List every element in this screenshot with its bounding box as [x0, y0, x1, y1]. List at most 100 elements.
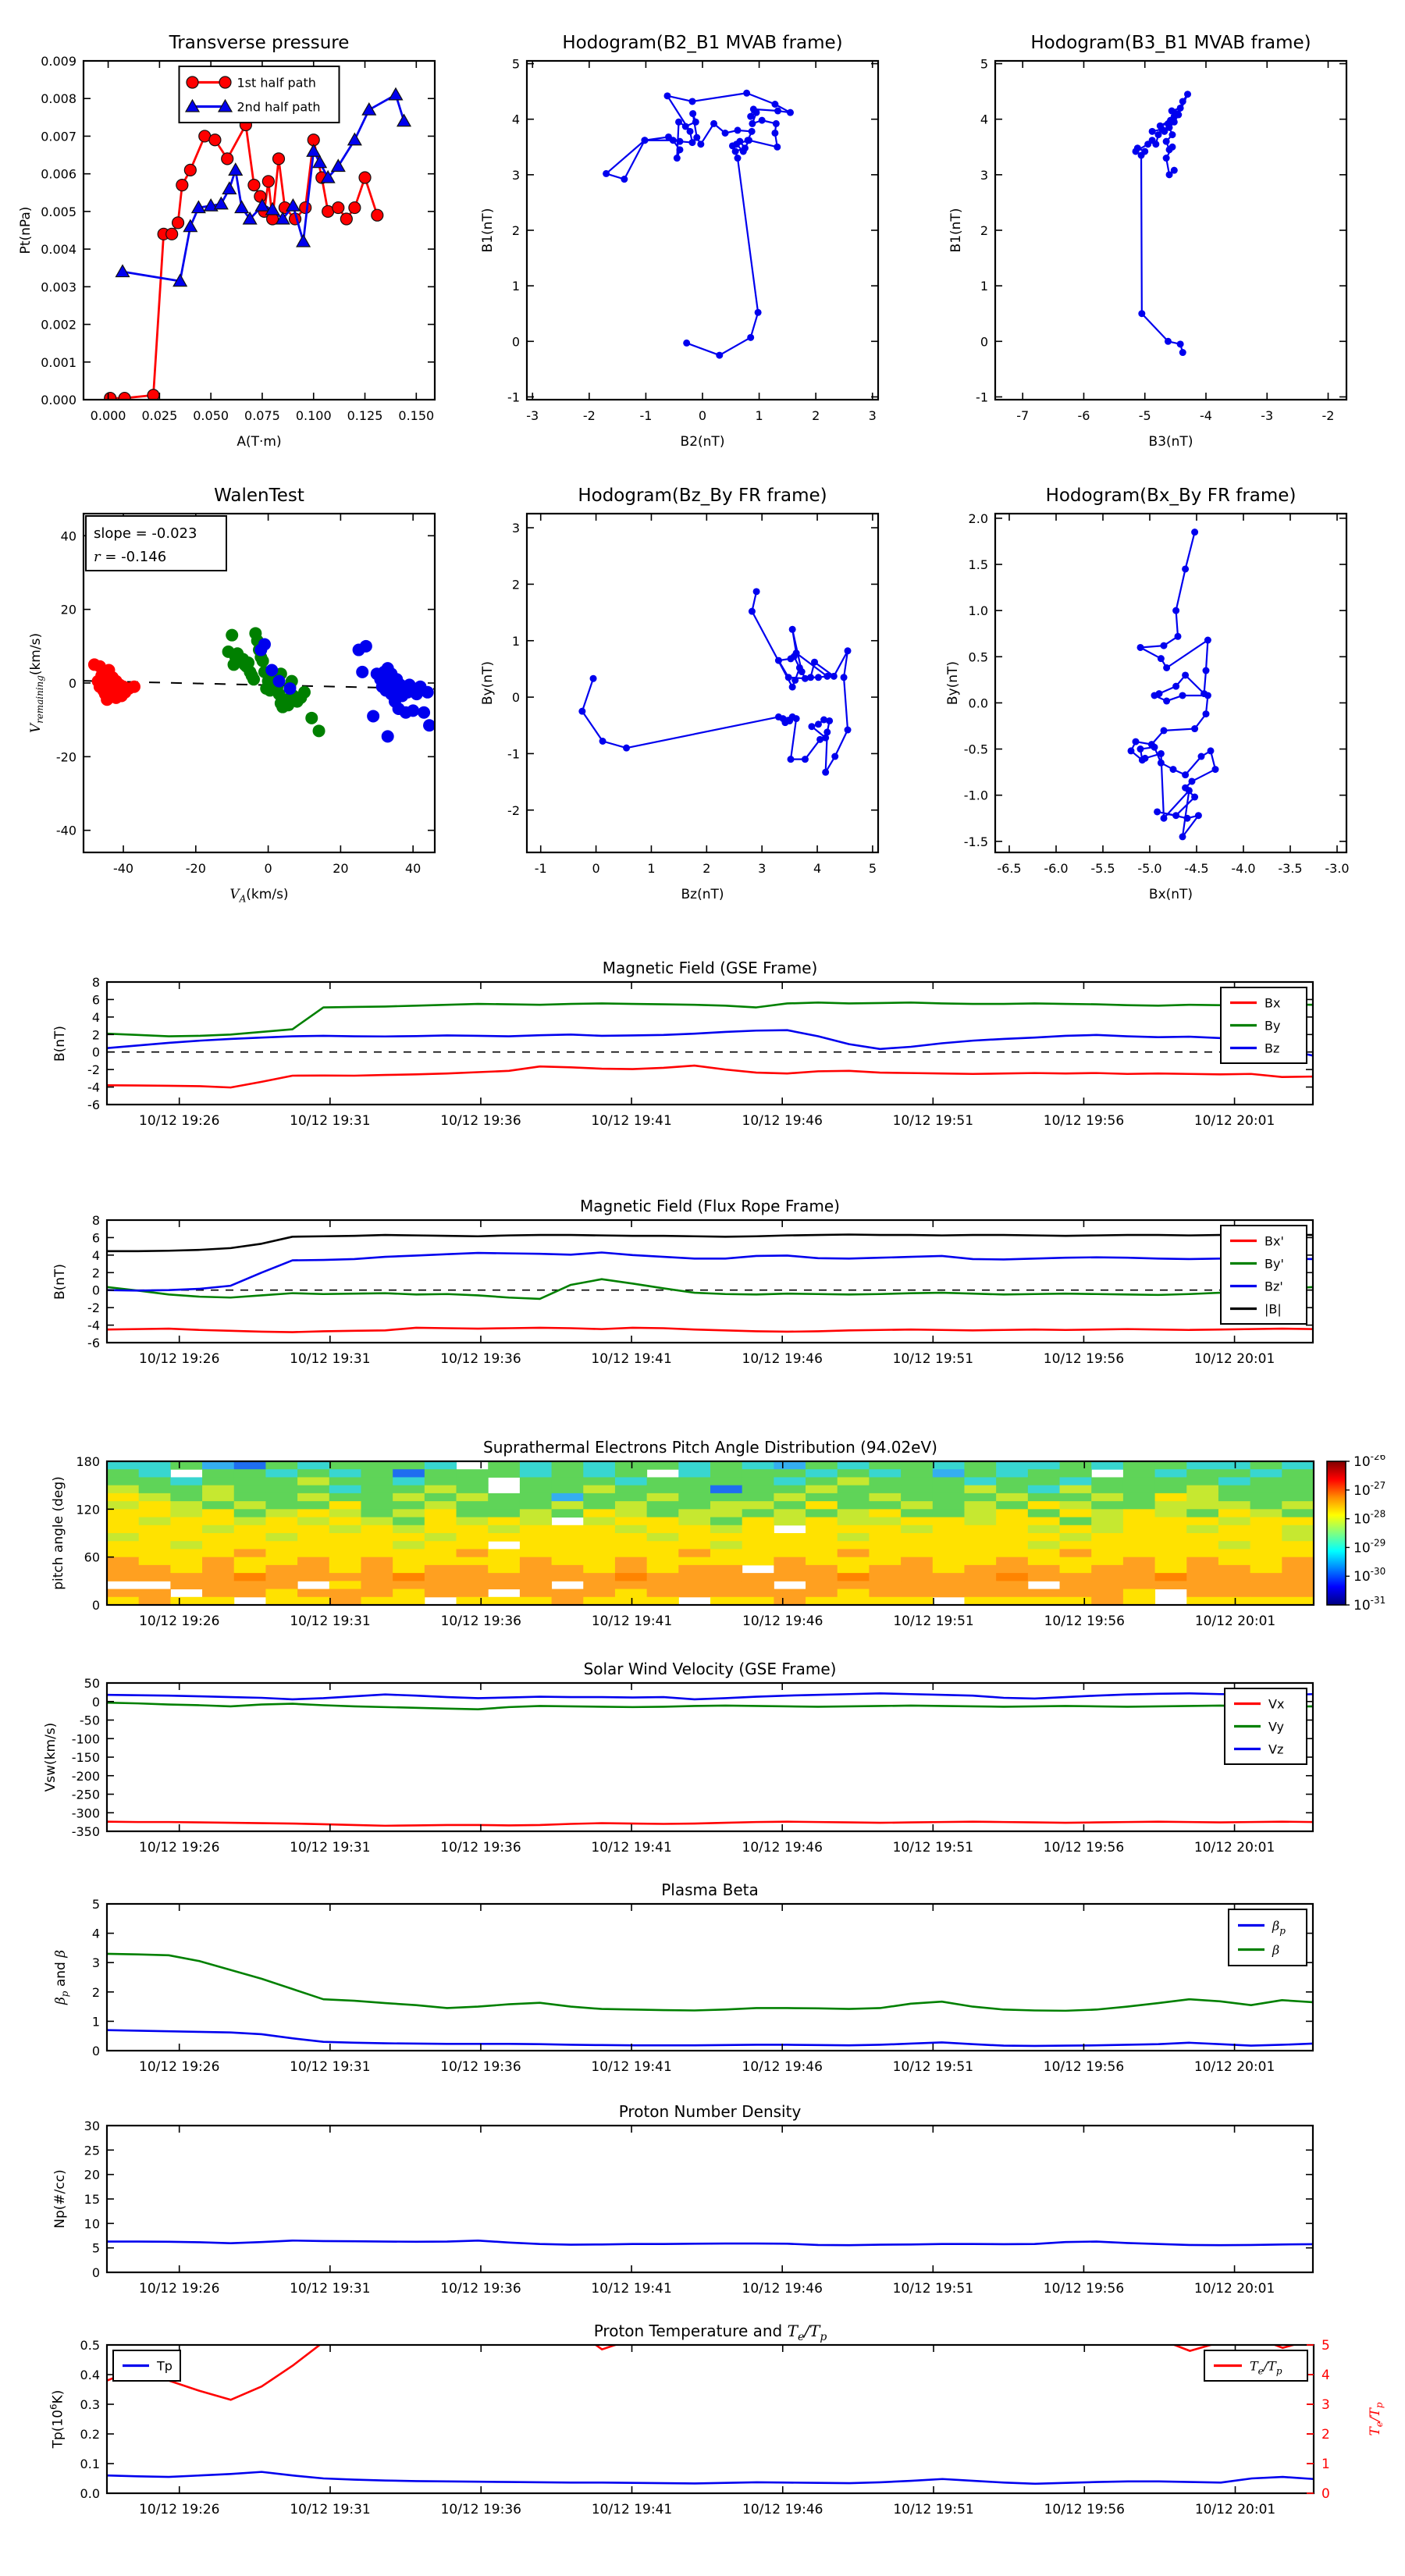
svg-text:-1: -1 [535, 861, 547, 876]
panel-title: Transverse pressure [169, 33, 350, 53]
series-Vx [107, 1820, 1313, 1827]
svg-text:0: 0 [980, 334, 988, 349]
series-beta [107, 1952, 1313, 2012]
plot-area: -7 -6 -5 -4 -3 -2 -1 0 1 2 3 4 5 [939, 26, 1359, 461]
svg-text:20: 20 [61, 603, 76, 617]
svg-text:1: 1 [647, 861, 655, 876]
svg-text:2: 2 [92, 1265, 100, 1280]
svg-text:10/12 19:56: 10/12 19:56 [1044, 1614, 1125, 1629]
plot-area: -1 0 1 2 3 4 5 -2 -1 0 1 2 3 [471, 479, 891, 913]
axes-ticks: -1 0 1 2 3 4 5 -2 -1 0 1 2 3 [507, 514, 878, 876]
svg-text:0: 0 [265, 861, 272, 876]
legend: βp β [1228, 1909, 1307, 1966]
x-axis-label: Bz(nT) [681, 887, 724, 902]
svg-text:10/12 19:56: 10/12 19:56 [1044, 1113, 1124, 1129]
svg-text:-1: -1 [507, 390, 520, 404]
svg-text:5: 5 [1321, 2338, 1330, 2354]
legend: Tp [112, 2350, 181, 2382]
series-By [107, 1002, 1313, 1037]
panel-title: Magnetic Field (Flux Rope Frame) [580, 1197, 840, 1215]
panel-pitch-angle-distribution: Suprathermal Electrons Pitch Angle Distr… [32, 1435, 1321, 1646]
svg-text:10/12 19:31: 10/12 19:31 [290, 1614, 370, 1629]
chart-svg: -1 0 1 2 3 4 5 -2 -1 0 1 2 3 [507, 512, 880, 876]
svg-text:4: 4 [512, 112, 520, 127]
svg-text:10/12 19:26: 10/12 19:26 [139, 2502, 219, 2517]
series-Bx' [107, 1326, 1313, 1333]
svg-text:10/12 19:36: 10/12 19:36 [441, 1614, 521, 1629]
svg-text:10/12 19:51: 10/12 19:51 [893, 2502, 973, 2517]
svg-text:-5: -5 [1139, 408, 1151, 423]
svg-text:10: 10 [84, 2216, 100, 2231]
svg-text:10/12 19:26: 10/12 19:26 [139, 1614, 219, 1629]
legend: Bx By Bz [1220, 987, 1307, 1064]
svg-text:10/12 19:51: 10/12 19:51 [893, 1113, 973, 1129]
panel-magnetic-field-fluxrope: Magnetic Field (Flux Rope Frame) B(nT) 1… [32, 1194, 1400, 1383]
panel-title: Proton Temperature and Te/Tp [593, 2322, 827, 2343]
svg-text:10/12 19:46: 10/12 19:46 [742, 2502, 823, 2517]
svg-text:2nd half path: 2nd half path [237, 100, 321, 115]
axes-ticks: 10/12 19:26 10/12 19:31 10/12 19:36 10/12 1… [72, 1676, 1313, 1856]
svg-text:-4: -4 [1200, 408, 1212, 423]
svg-text:10/12 19:51: 10/12 19:51 [893, 1351, 973, 1367]
series-1st half path [104, 118, 384, 400]
svg-text:3: 3 [92, 1955, 100, 1970]
svg-text:-4.5: -4.5 [1184, 861, 1208, 876]
svg-text:-6.0: -6.0 [1044, 861, 1068, 876]
svg-text:βp: βp [1272, 1919, 1286, 1937]
svg-text:3: 3 [758, 861, 766, 876]
svg-text:10/12 19:51: 10/12 19:51 [893, 2281, 973, 2297]
series-outbound [254, 638, 435, 743]
svg-text:10/12 19:26: 10/12 19:26 [139, 1840, 219, 1856]
svg-text:-2: -2 [583, 408, 596, 423]
svg-text:10/12 19:46: 10/12 19:46 [742, 1351, 823, 1367]
svg-text:10/12 19:31: 10/12 19:31 [290, 2281, 370, 2297]
svg-text:10/12 20:01: 10/12 20:01 [1194, 2059, 1275, 2075]
svg-text:0.000: 0.000 [91, 408, 126, 423]
svg-text:0: 0 [699, 408, 706, 423]
axes-ticks: 10/12 19:26 10/12 19:31 10/12 19:36 10/12 1… [87, 975, 1313, 1129]
panel-title: Hodogram(Bx_By FR frame) [1045, 486, 1297, 506]
axes-ticks: 10/12 19:26 10/12 19:31 10/12 19:36 10/12 1… [76, 1454, 1275, 1629]
svg-text:0.009: 0.009 [41, 54, 76, 69]
svg-text:0.025: 0.025 [141, 408, 177, 423]
series-Te/Tp [107, 2345, 1297, 2401]
chart-svg: -40 -20 0 20 40 -40 -20 0 20 40 slope = -0.023 r = … [56, 512, 436, 876]
svg-text:4: 4 [980, 112, 988, 127]
panel-proton-temperature: Proton Temperature and Te/Tp Tp(106K) Te… [32, 2318, 1404, 2537]
svg-text:20: 20 [333, 861, 348, 876]
svg-text:3: 3 [980, 168, 988, 183]
svg-text:-3: -3 [526, 408, 539, 423]
svg-text:-300: -300 [72, 1806, 100, 1820]
svg-text:-4: -4 [87, 1318, 100, 1333]
plot-area: 10/12 19:26 10/12 19:31 10/12 19:36 10/12 1… [32, 2318, 1404, 2537]
legend: Vx Vy Vz [1224, 1688, 1307, 1765]
svg-text:-2: -2 [1322, 408, 1335, 423]
svg-text:Vz: Vz [1268, 1742, 1283, 1757]
chart-svg: 10/12 19:26 10/12 19:31 10/12 19:36 10/12 1… [80, 2338, 1330, 2517]
axes-ticks: -6.5 -6.0 -5.5 -5.0 -4.5 -4.0 -3.5 -3.0 -1.5 -1.0… [964, 511, 1350, 876]
svg-text:0.050: 0.050 [193, 408, 229, 423]
svg-text:10/12 19:36: 10/12 19:36 [440, 1113, 521, 1129]
svg-text:5: 5 [869, 861, 877, 876]
svg-text:10/12 19:56: 10/12 19:56 [1044, 1840, 1124, 1856]
svg-text:10/12 19:51: 10/12 19:51 [893, 1614, 973, 1629]
colorbar: 10-26 10-27 10-28 10-29 10-30 10-31 [1324, 1455, 1405, 1611]
svg-text:30: 30 [84, 2119, 100, 2133]
svg-text:0: 0 [592, 861, 599, 876]
svg-text:0: 0 [92, 1283, 100, 1298]
svg-text:r = -0.146: r = -0.146 [94, 549, 166, 565]
svg-text:5: 5 [92, 2241, 100, 2256]
panel-title: Hodogram(B2_B1 MVAB frame) [562, 33, 843, 53]
svg-text:10/12 19:31: 10/12 19:31 [290, 1113, 370, 1129]
svg-text:-1.5: -1.5 [964, 834, 988, 849]
svg-text:10/12 19:26: 10/12 19:26 [139, 1351, 219, 1367]
svg-text:Vx: Vx [1268, 1697, 1284, 1712]
heatmap-cells [107, 1461, 1314, 1606]
svg-text:60: 60 [84, 1550, 100, 1565]
svg-text:-50: -50 [80, 1713, 100, 1728]
legend: 1st half path 2nd half path [178, 66, 340, 123]
chart-svg: 10/12 19:26 10/12 19:31 10/12 19:36 10/12 1… [76, 1454, 1315, 1629]
plot-area: 10/12 19:26 10/12 19:31 10/12 19:36 10/12 1… [32, 1877, 1400, 2091]
svg-text:10-29: 10-29 [1353, 1537, 1385, 1556]
